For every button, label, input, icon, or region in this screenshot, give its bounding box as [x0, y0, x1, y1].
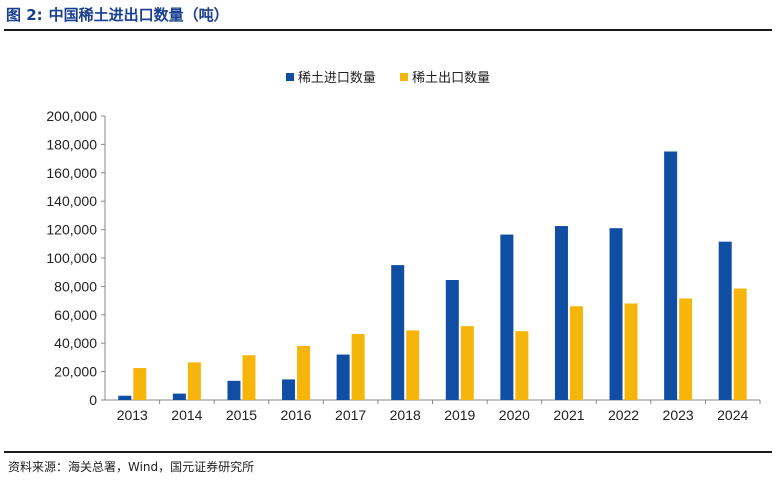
bar-import — [554, 226, 568, 400]
legend-item-import: 稀土进口数量 — [285, 67, 376, 86]
y-tick-label: 80,000 — [54, 278, 97, 294]
figure-title-text: 中国稀土进出口数量（吨） — [48, 6, 229, 24]
x-tick-label: 2019 — [444, 407, 475, 423]
bar-export — [624, 303, 638, 400]
figure-label: 图 2: — [6, 6, 43, 24]
y-tick-label: 160,000 — [46, 165, 97, 181]
x-tick-label: 2016 — [280, 407, 311, 423]
bar-import — [118, 395, 132, 400]
y-tick-label: 180,000 — [46, 136, 97, 152]
bar-import — [500, 234, 514, 400]
x-tick-label: 2014 — [171, 407, 202, 423]
bar-export — [187, 362, 201, 400]
y-tick-label: 120,000 — [46, 222, 97, 238]
bar-chart: 0 20,000 40,000 60,000 80,000 100,000 120,000 1… — [46, 108, 761, 423]
y-tick-label: 140,000 — [46, 193, 97, 209]
bar-export — [733, 288, 747, 400]
legend-label-import: 稀土进口数量 — [297, 71, 376, 86]
bar-import — [336, 354, 350, 400]
y-tick-label: 200,000 — [46, 108, 97, 124]
bar-export — [406, 330, 420, 400]
bottom-rule — [4, 451, 772, 453]
x-tick-label: 2022 — [608, 407, 639, 423]
source-note: 资料来源：海关总署，Wind，国元证券研究所 — [8, 460, 255, 474]
bar-import — [664, 151, 678, 400]
x-tick-label: 2018 — [390, 407, 421, 423]
y-tick-label: 20,000 — [54, 364, 97, 380]
bar-export — [242, 355, 256, 400]
bar-import — [609, 228, 623, 400]
legend-item-export: 稀土出口数量 — [400, 67, 490, 86]
x-tick-label: 2023 — [663, 407, 694, 423]
x-tick-label: 2013 — [117, 407, 148, 423]
legend-swatch-import — [285, 72, 294, 81]
bar-export — [460, 326, 474, 400]
bar-import — [282, 379, 296, 400]
bar-import — [172, 393, 186, 400]
x-tick-label: 2017 — [335, 407, 366, 423]
x-tick-label: 2020 — [499, 407, 530, 423]
legend: 稀土进口数量 稀土出口数量 — [0, 67, 776, 86]
top-rule — [4, 29, 772, 31]
bar-export — [351, 333, 365, 400]
legend-swatch-export — [400, 72, 409, 81]
legend-label-export: 稀土出口数量 — [412, 71, 491, 86]
bar-import — [227, 380, 241, 400]
y-tick-label: 100,000 — [46, 250, 97, 266]
bar-export — [133, 368, 147, 400]
figure-title: 图 2: 中国稀土进出口数量（吨） — [6, 4, 229, 25]
bar-export — [515, 331, 529, 400]
bar-export — [679, 298, 693, 400]
bar-export — [569, 306, 583, 400]
x-tick-label: 2015 — [226, 407, 257, 423]
y-tick-label: 60,000 — [54, 307, 97, 323]
bar-import — [445, 280, 459, 400]
y-tick-label: 0 — [89, 392, 97, 408]
x-tick-label: 2024 — [717, 407, 748, 423]
bar-import — [391, 265, 405, 400]
bar-export — [297, 346, 311, 400]
x-tick-label: 2021 — [553, 407, 584, 423]
bar-import — [718, 241, 732, 400]
y-tick-label: 40,000 — [54, 335, 97, 351]
